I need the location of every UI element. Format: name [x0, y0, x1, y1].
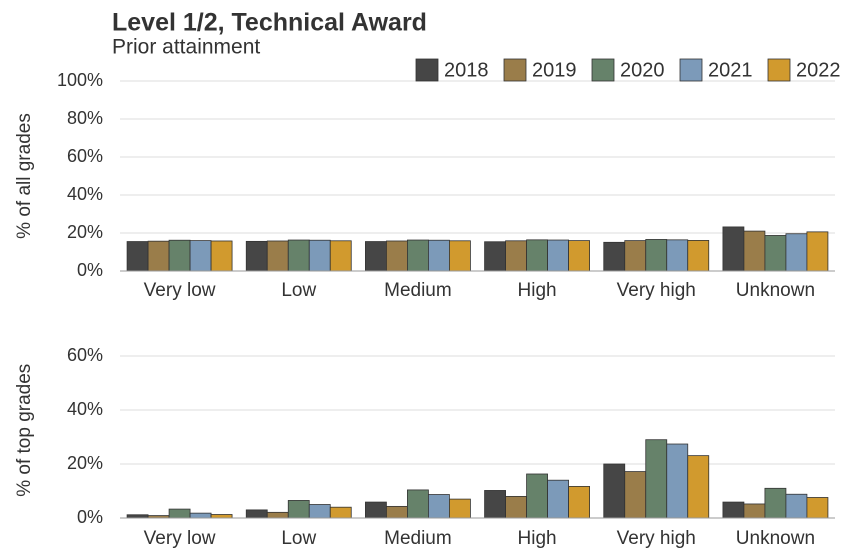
- bar: [484, 241, 506, 272]
- bar: [386, 240, 408, 272]
- bar: [168, 508, 191, 519]
- bar: [645, 239, 668, 272]
- y-tick-label: 60%: [67, 146, 103, 166]
- bar: [126, 241, 149, 272]
- x-tick-label: Very low: [144, 280, 216, 301]
- bar: [547, 239, 569, 272]
- bar: [449, 498, 471, 519]
- bar: [645, 439, 668, 519]
- bar: [764, 487, 787, 519]
- y-tick-label: 60%: [67, 345, 103, 365]
- bar: [505, 495, 527, 519]
- bar: [526, 473, 548, 519]
- legend-label: 2019: [532, 59, 577, 81]
- bar: [806, 231, 829, 272]
- bar: [189, 240, 212, 272]
- chart-subtitle: Prior attainment: [112, 36, 260, 59]
- bar: [666, 443, 689, 519]
- y-axis-label: % of all grades: [14, 113, 35, 239]
- bar: [266, 511, 289, 519]
- bar: [785, 233, 808, 272]
- x-tick-label: Very high: [617, 528, 696, 549]
- bar: [547, 479, 569, 519]
- bar: [245, 509, 268, 519]
- x-tick-label: High: [518, 280, 557, 301]
- bar: [806, 497, 829, 519]
- bar: [168, 239, 191, 272]
- bar: [505, 240, 527, 272]
- x-tick-label: High: [518, 528, 557, 549]
- bar: [210, 240, 233, 272]
- legend-label: 2018: [444, 59, 489, 81]
- bar: [189, 512, 212, 519]
- x-tick-label: Very high: [617, 280, 696, 301]
- y-tick-label: 40%: [67, 184, 103, 204]
- x-tick-label: Unknown: [736, 528, 815, 549]
- bar: [266, 240, 289, 272]
- bar: [428, 239, 450, 272]
- bar: [603, 463, 626, 519]
- bar: [743, 230, 766, 272]
- x-tick-label: Low: [281, 528, 316, 549]
- bar: [308, 239, 331, 272]
- bar: [666, 239, 689, 272]
- bar: [624, 471, 647, 519]
- x-tick-label: Low: [281, 280, 316, 301]
- bar: [365, 501, 387, 519]
- x-tick-label: Unknown: [736, 280, 815, 301]
- y-tick-label: 80%: [67, 108, 103, 128]
- y-tick-label: 40%: [67, 399, 103, 419]
- bar: [687, 455, 710, 519]
- y-axis-label: % of top grades: [14, 364, 35, 497]
- y-tick-label: 0%: [77, 260, 103, 280]
- bar: [287, 239, 310, 272]
- bar: [687, 240, 710, 272]
- legend-swatch: [415, 58, 439, 82]
- legend-swatch: [503, 58, 527, 82]
- legend-swatch: [679, 58, 703, 82]
- bar: [329, 506, 352, 519]
- bar: [722, 226, 745, 272]
- bar: [428, 494, 450, 519]
- bar: [484, 490, 506, 519]
- x-tick-label: Medium: [384, 280, 452, 301]
- bar: [624, 240, 647, 272]
- y-tick-label: 20%: [67, 222, 103, 242]
- bar: [526, 239, 548, 272]
- bar: [785, 493, 808, 519]
- bar: [568, 486, 590, 519]
- legend-label: 2020: [620, 59, 665, 81]
- bar: [365, 241, 387, 272]
- chart-title: Level 1/2, Technical Award: [112, 9, 427, 37]
- bar: [245, 240, 268, 272]
- legend-swatch: [767, 58, 791, 82]
- bar: [743, 503, 766, 519]
- y-tick-label: 0%: [77, 507, 103, 527]
- y-tick-label: 100%: [57, 70, 103, 90]
- bar: [210, 514, 233, 519]
- bar: [329, 240, 352, 272]
- legend-label: 2022: [796, 59, 841, 81]
- x-tick-label: Very low: [144, 528, 216, 549]
- legend-label: 2021: [708, 59, 753, 81]
- bar: [407, 489, 429, 519]
- x-tick-label: Medium: [384, 528, 452, 549]
- bar: [568, 240, 590, 272]
- bar: [308, 504, 331, 519]
- y-tick-label: 20%: [67, 453, 103, 473]
- legend-swatch: [591, 58, 615, 82]
- bar: [603, 241, 626, 272]
- bar: [287, 500, 310, 519]
- bar: [407, 239, 429, 272]
- bar: [147, 240, 170, 272]
- bar: [722, 501, 745, 519]
- bar: [764, 235, 787, 272]
- bar: [449, 240, 471, 272]
- bar: [386, 505, 408, 519]
